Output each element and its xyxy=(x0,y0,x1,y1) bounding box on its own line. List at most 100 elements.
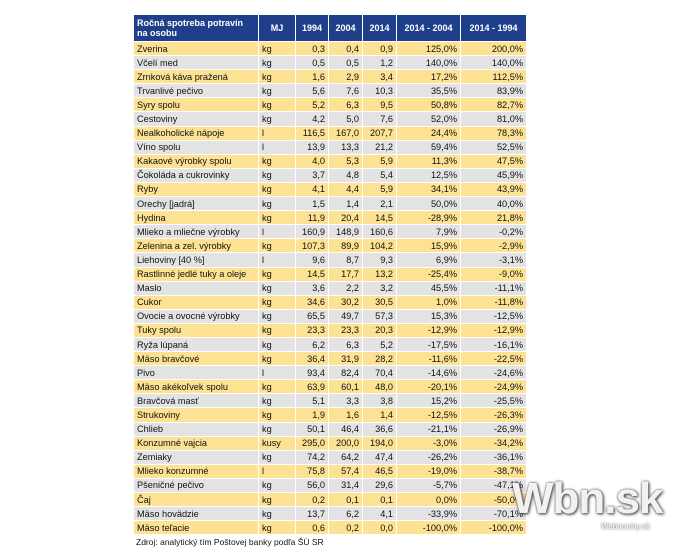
cell-change-2014-2004: 24,4% xyxy=(396,125,461,141)
cell-change-2014-2004: 15,3% xyxy=(396,308,461,324)
cell-2004: 82,4 xyxy=(328,365,363,381)
watermark-logo: Wbn.sk xyxy=(512,474,663,523)
cell-food-name: Mäso teľacie xyxy=(133,520,259,536)
cell-change-2014-1994: 52,5% xyxy=(460,139,527,155)
cell-food-name: Hydina xyxy=(133,210,259,226)
consumption-table-container: Ročná spotreba potravín na osobu MJ 1994… xyxy=(133,14,527,547)
cell-change-2014-2004: 125,0% xyxy=(396,40,461,57)
cell-2014: 3,8 xyxy=(362,393,397,409)
table-row: Zemiaky kg 74,2 64,2 47,4 -26,2% -36,1% xyxy=(133,449,527,465)
cell-unit: kg xyxy=(258,83,296,99)
cell-1994: 93,4 xyxy=(295,365,329,381)
table-row: Trvanlivé pečivo kg 5,6 7,6 10,3 35,5% 83,9% xyxy=(133,83,527,99)
cell-food-name: Mlieko a mliečne výrobky xyxy=(133,224,259,240)
cell-food-name: Cukor xyxy=(133,294,259,310)
table-row: Cestoviny kg 4,2 5,0 7,6 52,0% 81,0% xyxy=(133,111,527,127)
cell-change-2014-2004: -33,9% xyxy=(396,506,461,522)
cell-unit: kg xyxy=(258,97,296,113)
cell-1994: 23,3 xyxy=(295,322,329,338)
cell-2004: 20,4 xyxy=(328,210,363,226)
cell-1994: 74,2 xyxy=(295,449,329,465)
cell-unit: kusy xyxy=(258,435,296,451)
cell-2014: 1,2 xyxy=(362,55,397,71)
cell-1994: 13,7 xyxy=(295,506,329,522)
cell-food-name: Mlieko konzumné xyxy=(133,463,259,479)
cell-unit: kg xyxy=(258,407,296,423)
cell-food-name: Maslo xyxy=(133,280,259,296)
cell-unit: kg xyxy=(258,181,296,198)
cell-2014: 36,6 xyxy=(362,421,397,437)
cell-change-2014-2004: 34,1% xyxy=(396,181,461,198)
cell-1994: 75,8 xyxy=(295,463,329,479)
cell-change-2014-1994: -12,5% xyxy=(460,308,527,324)
cell-2014: 13,2 xyxy=(362,266,397,282)
cell-2014: 46,5 xyxy=(362,463,397,479)
cell-2014: 3,2 xyxy=(362,280,397,296)
cell-1994: 63,9 xyxy=(295,379,329,395)
cell-food-name: Ryža lúpaná xyxy=(133,336,259,353)
cell-change-2014-1994: -16,1% xyxy=(460,336,527,353)
header-2004: 2004 xyxy=(328,14,363,42)
table-row: Mäso akékoľvek spolu kg 63,9 60,1 48,0 -20,1%… xyxy=(133,379,527,395)
cell-unit: kg xyxy=(258,322,296,338)
cell-2004: 2,2 xyxy=(328,280,363,296)
cell-food-name: Čokoláda a cukrovinky xyxy=(133,167,259,183)
table-row: Ryža lúpaná kg 6,2 6,3 5,2 -17,5% -16,1% xyxy=(133,336,527,353)
cell-food-name: Ovocie a ovocné výrobky xyxy=(133,308,259,324)
cell-2014: 2,1 xyxy=(362,196,397,212)
cell-1994: 4,1 xyxy=(295,181,329,198)
cell-unit: kg xyxy=(258,69,296,85)
cell-change-2014-1994: -11,8% xyxy=(460,294,527,310)
cell-1994: 107,3 xyxy=(295,238,329,254)
cell-unit: kg xyxy=(258,477,296,494)
cell-food-name: Zemiaky xyxy=(133,449,259,465)
cell-unit: l xyxy=(258,139,296,155)
cell-unit: kg xyxy=(258,111,296,127)
cell-change-2014-2004: -25,4% xyxy=(396,266,461,282)
cell-unit: kg xyxy=(258,153,296,169)
cell-food-name: Mäso hovädzie xyxy=(133,506,259,522)
cell-2014: 5,9 xyxy=(362,181,397,198)
table-row: Mäso teľacie kg 0,6 0,2 0,0 -100,0% -100,0% xyxy=(133,520,527,536)
cell-2014: 0,0 xyxy=(362,520,397,536)
cell-2004: 30,2 xyxy=(328,294,363,310)
header-unit: MJ xyxy=(258,14,296,42)
cell-2014: 5,9 xyxy=(362,153,397,169)
cell-2004: 167,0 xyxy=(328,125,363,141)
cell-unit: kg xyxy=(258,351,296,367)
table-row: Orechy [jadrá] kg 1,5 1,4 2,1 50,0% 40,0% xyxy=(133,196,527,212)
cell-1994: 0,6 xyxy=(295,520,329,536)
cell-1994: 6,2 xyxy=(295,336,329,353)
cell-food-name: Konzumné vajcia xyxy=(133,435,259,451)
table-row: Kakaové výrobky spolu kg 4,0 5,3 5,9 11,3% 47,… xyxy=(133,153,527,169)
cell-unit: kg xyxy=(258,238,296,254)
cell-change-2014-1994: -11,1% xyxy=(460,280,527,296)
table-row: Pšeničné pečivo kg 56,0 31,4 29,6 -5,7% -47,1% xyxy=(133,477,527,494)
cell-change-2014-1994: -12,9% xyxy=(460,322,527,338)
cell-1994: 11,9 xyxy=(295,210,329,226)
cell-unit: kg xyxy=(258,449,296,465)
cell-2014: 9,3 xyxy=(362,252,397,268)
cell-2004: 89,9 xyxy=(328,238,363,254)
cell-unit: kg xyxy=(258,40,296,57)
cell-unit: kg xyxy=(258,379,296,395)
cell-unit: kg xyxy=(258,308,296,324)
cell-food-name: Včelí med xyxy=(133,55,259,71)
cell-2014: 7,6 xyxy=(362,111,397,127)
cell-food-name: Rastlinné jedlé tuky a oleje xyxy=(133,266,259,282)
cell-change-2014-1994: -0,2% xyxy=(460,224,527,240)
cell-2014: 10,3 xyxy=(362,83,397,99)
cell-2014: 29,6 xyxy=(362,477,397,494)
cell-2004: 49,7 xyxy=(328,308,363,324)
cell-2004: 0,1 xyxy=(328,491,363,508)
cell-1994: 13,9 xyxy=(295,139,329,155)
cell-unit: kg xyxy=(258,336,296,353)
header-food-name: Ročná spotreba potravín na osobu xyxy=(133,14,259,42)
cell-change-2014-2004: 17,2% xyxy=(396,69,461,85)
cell-change-2014-1994: 47,5% xyxy=(460,153,527,169)
cell-change-2014-1994: -100,0% xyxy=(460,520,527,536)
table-body: Zverina kg 0,3 0,4 0,9 125,0% 200,0% Včelí med k… xyxy=(133,40,527,536)
cell-2014: 4,1 xyxy=(362,506,397,522)
cell-2004: 17,7 xyxy=(328,266,363,282)
cell-2014: 20,3 xyxy=(362,322,397,338)
